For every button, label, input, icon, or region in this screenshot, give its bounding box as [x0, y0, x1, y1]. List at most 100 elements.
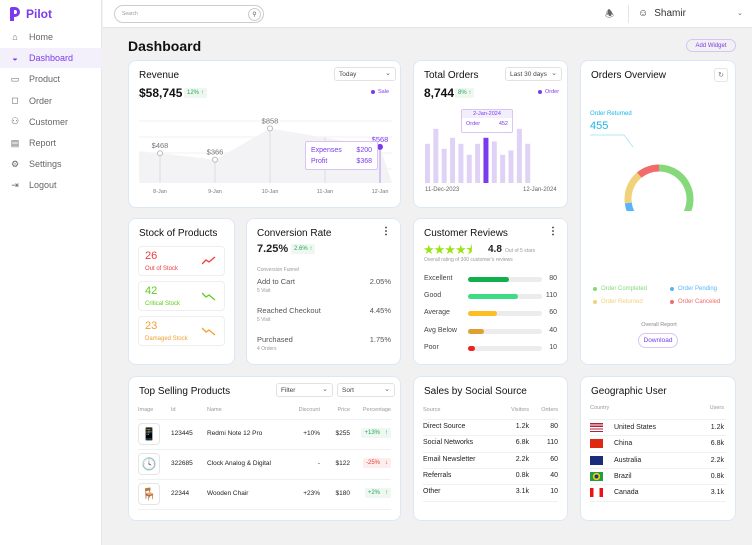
us-flag	[590, 423, 603, 432]
stock-card: Stock of Products 26 Out of Stock 42 Critic…	[128, 218, 235, 365]
sidebar-item-product[interactable]: ▭ Product	[0, 69, 102, 89]
source-visitors: 1.2k	[515, 423, 529, 430]
revenue-period-select[interactable]: Today ⌄	[334, 67, 396, 81]
chevron-down-icon[interactable]: ⌄	[737, 10, 743, 17]
legend-label: Order Completed	[601, 286, 648, 292]
order-bar[interactable]	[483, 137, 489, 183]
source-orders: 110	[546, 439, 558, 447]
review-label: Good	[424, 292, 442, 300]
search-icon[interactable]: ⚲	[248, 8, 261, 21]
revenue-point[interactable]	[377, 143, 383, 150]
topbar: Search ⚲ 🕭 ☺ Shamir ⌄	[103, 0, 752, 28]
sidebar-item-settings[interactable]: ⚙ Settings	[0, 154, 102, 174]
divider	[628, 5, 629, 23]
sidebar-item-customer[interactable]: ⚇ Customer	[0, 112, 102, 132]
review-bar-track	[468, 294, 542, 300]
order-bar[interactable]	[508, 150, 514, 183]
home-icon: ⌂	[12, 32, 18, 42]
legend-dot	[670, 287, 674, 291]
add-widget-button[interactable]: Add Widget	[686, 39, 736, 52]
legend-item: Order Returned	[593, 299, 643, 305]
stock-item[interactable]: 23 Damaged Stock	[138, 316, 225, 346]
filter-select[interactable]: Filter ⌄	[276, 383, 333, 397]
order-bar[interactable]	[491, 141, 497, 184]
stock-item[interactable]: 26 Out of Stock	[138, 246, 225, 276]
percentage-value: -25%	[365, 460, 380, 466]
sidebar-item-order[interactable]: ◻ Order	[0, 91, 102, 111]
ca-flag	[590, 488, 603, 498]
search-input[interactable]: Search ⚲	[114, 5, 264, 23]
legend-item: Order Pending	[670, 286, 717, 292]
column-header: Image	[138, 407, 154, 413]
orders-period-select[interactable]: Last 30 days ⌄	[505, 67, 562, 81]
more-options-icon[interactable]: ⋮	[381, 226, 391, 237]
row-divider	[590, 435, 726, 437]
stock-label: Critical Stock	[145, 301, 181, 307]
source-visitors: 6.8k	[515, 439, 529, 447]
orders-legend: Order	[538, 89, 559, 95]
order-bar[interactable]	[475, 143, 481, 183]
select-value: Filter	[281, 386, 296, 394]
source-orders: 40	[550, 471, 558, 479]
refresh-icon[interactable]: ↻	[714, 68, 728, 82]
column-header: Visitors	[511, 407, 529, 413]
select-value: Sort	[342, 386, 354, 394]
sidebar-item-home[interactable]: ⌂ Home	[0, 27, 102, 47]
bell-icon[interactable]: 🕭	[605, 9, 614, 20]
donut-slice[interactable]	[658, 164, 694, 211]
order-bar[interactable]	[441, 148, 447, 183]
stock-label: Damaged Stock	[145, 336, 188, 342]
percentage-value: +2%	[367, 490, 380, 496]
product-discount: +23%	[303, 490, 320, 497]
review-bar-fill	[468, 328, 484, 334]
donut-slice[interactable]	[624, 172, 642, 204]
download-button[interactable]: Download	[638, 333, 678, 348]
stock-value: 26	[145, 250, 158, 262]
report-label: Overall Report	[641, 322, 677, 328]
funnel-step-name: Reached Checkout	[257, 306, 321, 315]
sidebar-item-logout[interactable]: ⇥ Logout	[0, 175, 102, 195]
logo[interactable]: Pilot	[9, 6, 52, 22]
revenue-legend: Sale	[371, 89, 389, 95]
percentage-badge: -25% ↓	[362, 458, 391, 468]
review-bar-track	[468, 328, 542, 334]
sidebar-item-dashboard[interactable]: ◒ Dashboard	[0, 48, 102, 69]
order-bar[interactable]	[450, 137, 456, 183]
source-orders: 80	[550, 423, 558, 430]
order-bar[interactable]	[433, 128, 439, 183]
sidebar-item-label: Logout	[29, 180, 57, 191]
sidebar-item-report[interactable]: ▤ Report	[0, 133, 102, 153]
user-menu[interactable]: ☺ Shamir	[638, 8, 686, 19]
order-bar[interactable]	[458, 143, 464, 183]
pilot-logo-icon	[10, 7, 20, 21]
logout-icon: ⇥	[11, 179, 19, 190]
revenue-data-label: $568	[372, 135, 389, 144]
sort-select[interactable]: Sort ⌄	[337, 383, 395, 397]
order-bar[interactable]	[525, 143, 531, 183]
order-bar[interactable]	[500, 154, 506, 183]
donut-slice[interactable]	[624, 202, 686, 211]
revenue-point[interactable]	[267, 125, 273, 132]
order-bar[interactable]	[466, 154, 472, 183]
review-count: 80	[549, 275, 557, 282]
cn-flag	[590, 439, 603, 449]
revenue-point[interactable]	[212, 156, 218, 163]
revenue-point[interactable]	[157, 150, 163, 157]
order-bar[interactable]	[516, 128, 522, 183]
top-selling-title: Top Selling Products	[139, 386, 231, 397]
stock-item[interactable]: 42 Critical Stock	[138, 281, 225, 311]
review-bar-fill	[468, 294, 519, 300]
more-options-icon[interactable]: ⋮	[548, 226, 558, 237]
revenue-data-label: $858	[262, 116, 279, 125]
reviews-card: Customer Reviews ⋮ ★★★★⯨ 4.8 Out of 5 st…	[413, 218, 568, 365]
review-label: Poor	[424, 343, 439, 351]
country-name: Brazil	[614, 472, 632, 480]
column-header: Discount	[298, 407, 320, 413]
callout-value: 455	[590, 120, 609, 132]
donut-slice[interactable]	[637, 164, 660, 178]
orders-tooltip: 2-Jan-2024 Order 452	[461, 109, 513, 133]
review-count: 40	[549, 326, 557, 334]
review-count: 110	[545, 292, 557, 300]
orders-donut-chart	[590, 134, 694, 211]
order-bar[interactable]	[425, 143, 430, 183]
